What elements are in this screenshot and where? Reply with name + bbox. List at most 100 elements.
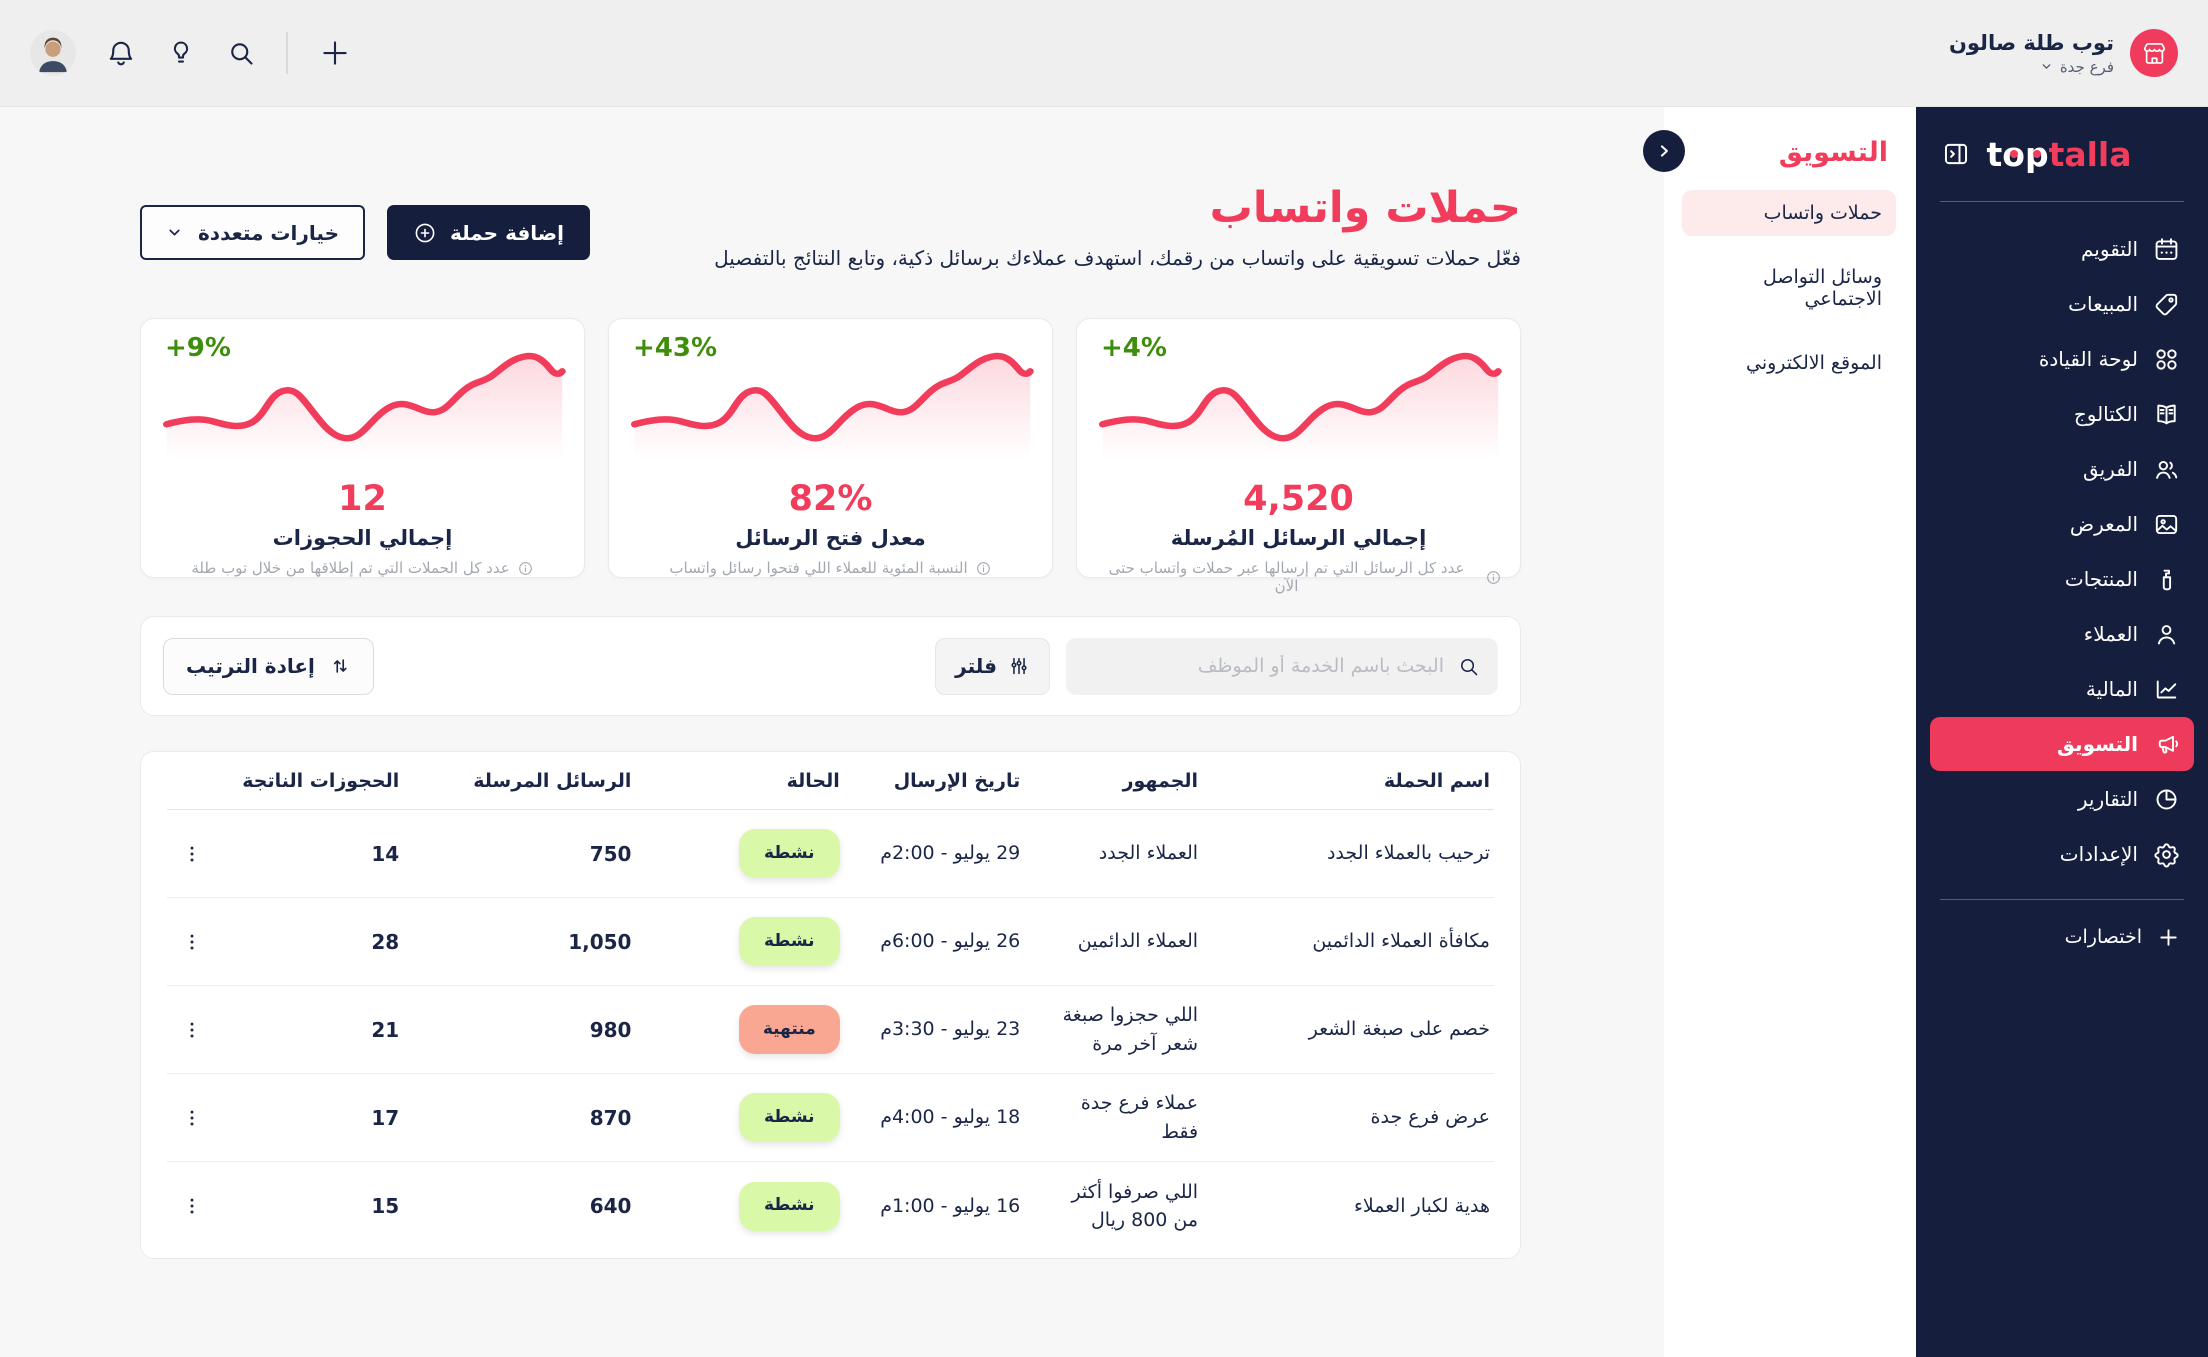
search-input[interactable] [1084, 654, 1446, 678]
sidebar-item-products[interactable]: المنتجات [1930, 552, 2194, 606]
sidebar-item-reports[interactable]: التقارير [1930, 772, 2194, 826]
open-book-icon [2157, 404, 2176, 424]
table-row[interactable]: خصم على صبغة الشعر اللي حجزوا صبغة شعر آ… [167, 986, 1494, 1074]
stat-value: 82% [788, 479, 873, 519]
main-sidebar: t o p talla التقويم المبيعات لوحة القيادة [1916, 107, 2208, 1357]
subsidebar-item-website[interactable]: الموقع الالكتروني [1745, 352, 1882, 374]
stat-card-total-messages: +4% 4,520 إجمالي الرسائل المُرسلة عدد كل… [1076, 318, 1521, 595]
add-new-button[interactable] [318, 36, 352, 70]
stat-hint: عدد كل الحملات التي تم إطلاقها من خلال ت… [159, 559, 566, 577]
sidebar-item-calendar[interactable]: التقويم [1930, 222, 2194, 276]
column-header-messages: الرسائل المرسلة [473, 770, 632, 793]
campaign-actions-cell [167, 1189, 216, 1223]
campaign-date: 26 يوليو - 6:00م [880, 930, 1021, 953]
page-subtitle: فعّل حملات تسويقية على واتساب من رقمك، ا… [714, 246, 1521, 270]
stat-cards: +4% 4,520 إجمالي الرسائل المُرسلة عدد كل… [140, 318, 1521, 595]
reorder-label: إعادة الترتيب [186, 654, 315, 678]
campaign-audience: العملاء الجدد [1098, 842, 1199, 865]
panel-collapse-icon [1944, 143, 1968, 165]
sparkline-chart [159, 341, 566, 471]
subsidebar-item-social-media[interactable]: وسائل التواصل الاجتماعي [1762, 266, 1882, 310]
kebab-menu-icon [190, 1198, 194, 1214]
options-button[interactable]: خيارات متعددة [140, 205, 365, 260]
add-campaign-button[interactable]: إضافة حملة [386, 205, 590, 260]
sidebar-item-sales[interactable]: المبيعات [1930, 277, 2194, 331]
add-campaign-label: إضافة حملة [449, 220, 564, 245]
kebab-menu-icon [190, 846, 194, 861]
notifications-button[interactable] [106, 38, 136, 68]
sidebar-item-dashboard[interactable]: لوحة القيادة [1930, 332, 2194, 386]
chevron-down-icon [169, 229, 180, 236]
topbar-divider [286, 32, 288, 74]
sidebar-item-team[interactable]: الفريق [1930, 442, 2194, 496]
plus-circle-icon [415, 223, 435, 242]
row-actions-button[interactable] [175, 837, 209, 871]
campaign-bookings: 17 [371, 1105, 400, 1130]
sidebar-item-gallery[interactable]: المعرض [1930, 497, 2194, 551]
reorder-button[interactable]: إعادة الترتيب [163, 637, 374, 695]
row-actions-button[interactable] [175, 925, 209, 959]
sidebar-item-customers[interactable]: العملاء [1930, 607, 2194, 661]
chevron-right-icon [1660, 145, 1668, 157]
delta-badge: +9% [165, 333, 231, 363]
sidebar-item-shortcuts[interactable]: اختصارات [1930, 912, 2194, 962]
delta-badge: +4% [1101, 333, 1167, 363]
campaign-bookings: 14 [371, 841, 400, 866]
table-row[interactable]: هدية لكبار العملاء اللي صرفوا أكثر من 80… [167, 1162, 1494, 1250]
campaign-messages: 870 [589, 1105, 632, 1130]
search-field[interactable] [1066, 637, 1498, 695]
sidebar-item-finance[interactable]: المالية [1930, 662, 2194, 716]
page-titles: حملات واتساب فعّل حملات تسويقية على واتس… [714, 183, 1521, 270]
campaign-date: 29 يوليو - 2:00م [880, 842, 1021, 865]
sidebar-item-label: المبيعات [2068, 292, 2138, 316]
app-shell: t o p talla التقويم المبيعات لوحة القيادة [0, 107, 2208, 1357]
bell-icon [109, 41, 133, 66]
kebab-menu-icon [190, 934, 194, 949]
business-info: توب طلة صالون فرع جدة [1949, 31, 2114, 76]
sidebar-item-settings[interactable]: الإعدادات [1930, 827, 2194, 881]
campaign-date: 23 يوليو - 3:30م [880, 1018, 1021, 1041]
sidebar-item-catalog[interactable]: الكتالوج [1930, 387, 2194, 441]
page-header: حملات واتساب فعّل حملات تسويقية على واتس… [140, 183, 1521, 270]
branch-selector[interactable]: فرع جدة [2040, 58, 2114, 76]
gallery-icon [2155, 514, 2178, 534]
sidebar-item-label: الفريق [2082, 457, 2138, 481]
dashboard-icon [2156, 348, 2177, 370]
stat-label: معدل فتح الرسائل [735, 526, 926, 550]
calendar-icon [2155, 237, 2178, 260]
table-row[interactable]: مكافأة العملاء الدائمين العملاء الدائمين… [167, 898, 1494, 986]
table-row[interactable]: ترحيب بالعملاء الجدد العملاء الجدد 29 يو… [167, 810, 1494, 898]
row-actions-button[interactable] [175, 1013, 209, 1047]
sidebar-item-label: التسويق [2057, 732, 2138, 756]
toolbar-filters-group: فلتر [935, 637, 1498, 695]
avatar[interactable] [30, 30, 76, 76]
sidebar-divider [1940, 899, 2184, 900]
page-actions: إضافة حملة خيارات متعددة [140, 205, 590, 260]
sidebar-toggle-button[interactable] [1942, 140, 1970, 168]
campaign-status-cell: نشطة [635, 1093, 843, 1142]
campaigns-table: اسم الحملة الجمهور تاريخ الإرسال الحالة … [140, 751, 1521, 1259]
status-badge: نشطة [738, 917, 840, 966]
logo-letter: t [1986, 134, 2003, 174]
business-switcher[interactable]: توب طلة صالون فرع جدة [1949, 29, 2178, 77]
storefront-icon [2130, 29, 2178, 77]
search-button[interactable] [226, 38, 256, 68]
spray-bottle-icon [2162, 569, 2172, 590]
branch-label: فرع جدة [2059, 57, 2114, 76]
campaign-name: ترحيب بالعملاء الجدد [1326, 842, 1490, 865]
lightbulb-icon [173, 41, 189, 63]
row-actions-button[interactable] [175, 1101, 209, 1135]
gear-icon [2154, 842, 2179, 867]
page-title: حملات واتساب [1209, 183, 1521, 233]
sidebar-item-marketing[interactable]: التسويق [1930, 717, 2194, 771]
row-actions-button[interactable] [175, 1189, 209, 1223]
tips-button[interactable] [166, 38, 196, 68]
campaign-audience: اللي حجزوا صبغة شعر آخر مرة [1062, 1004, 1199, 1055]
filter-button[interactable]: فلتر [935, 637, 1050, 695]
subsidebar-item-whatsapp-campaigns[interactable]: حملات واتساب [1682, 190, 1896, 236]
stat-hint-text: عدد كل الحملات التي تم إطلاقها من خلال ت… [191, 559, 510, 577]
sparkline-chart [1095, 341, 1502, 471]
collapse-subsidebar-button[interactable] [1643, 130, 1685, 172]
table-row[interactable]: عرض فرع جدة عملاء فرع جدة فقط 18 يوليو -… [167, 1074, 1494, 1162]
